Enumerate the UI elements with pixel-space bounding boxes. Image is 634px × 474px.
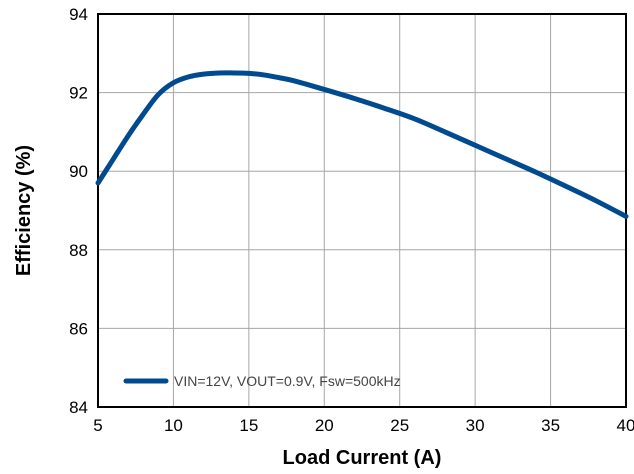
series-line-0	[95, 70, 629, 219]
plot-frame	[97, 13, 627, 408]
x-tick-label: 35	[541, 416, 560, 435]
x-tick-label: 15	[239, 416, 258, 435]
y-tick-label: 94	[69, 5, 88, 24]
x-tick-label: 30	[466, 416, 485, 435]
y-tick-labels: 84 86 88 90 92 94	[69, 5, 88, 417]
x-tick-label: 40	[617, 416, 634, 435]
legend-label: VIN=12V, VOUT=0.9V, Fsw=500kHz	[174, 373, 401, 389]
x-axis-title: Load Current (A)	[283, 447, 442, 469]
x-tick-label: 25	[390, 416, 409, 435]
series-layer	[95, 70, 629, 219]
y-tick-label: 92	[69, 84, 88, 103]
y-tick-label: 88	[69, 241, 88, 260]
y-axis-title: Efficiency (%)	[13, 145, 35, 276]
grid	[97, 13, 627, 408]
y-tick-label: 84	[69, 398, 88, 417]
x-tick-label: 20	[315, 416, 334, 435]
y-tick-label: 86	[69, 319, 88, 338]
x-tick-label: 10	[164, 416, 183, 435]
x-tick-labels: 5 10 15 20 25 30 35 40	[93, 416, 634, 435]
x-tick-label: 5	[93, 416, 102, 435]
legend: VIN=12V, VOUT=0.9V, Fsw=500kHz	[123, 373, 401, 389]
y-tick-label: 90	[69, 162, 88, 181]
